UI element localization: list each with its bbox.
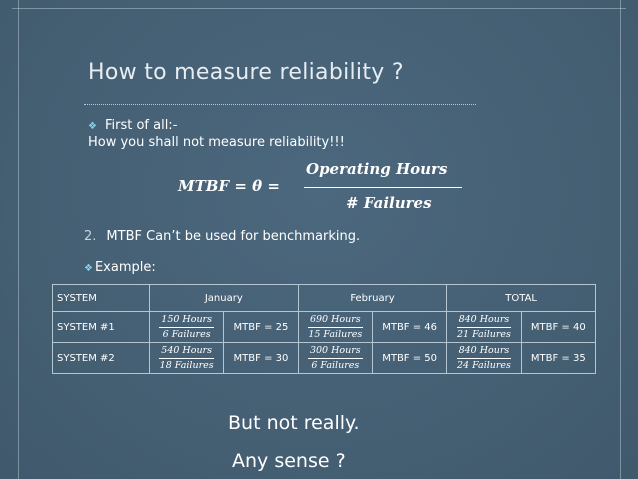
- fraction-cell: 690 Hours 15 Failures: [297, 311, 373, 343]
- header-total: TOTAL: [446, 284, 596, 312]
- formula-denominator: # Failures: [346, 194, 432, 212]
- slide-frame-right: [620, 0, 621, 479]
- table-header-row: SYSTEM January February TOTAL: [52, 284, 596, 312]
- fraction-den: 21 Failures: [456, 328, 511, 340]
- bullet-first: ❖ First of all:-: [88, 118, 177, 133]
- mtbf-value: MTBF = 35: [520, 342, 597, 374]
- table-row: SYSTEM #2 540 Hours 18 Failures MTBF = 30…: [52, 342, 597, 374]
- diamond-bullet-icon: ❖: [88, 121, 97, 132]
- mtbf-value: MTBF = 30: [223, 342, 299, 374]
- point-2-text: MTBF Can’t be used for benchmarking.: [106, 229, 361, 244]
- not-measure-line: How you shall not measure reliability!!!: [88, 135, 345, 150]
- fraction-num: 150 Hours: [159, 314, 214, 328]
- mtbf-value: MTBF = 50: [371, 342, 448, 374]
- fraction-den: 18 Failures: [159, 359, 214, 371]
- example-label: Example:: [94, 260, 156, 275]
- title-divider: [84, 104, 476, 105]
- formula-lhs: MTBF = θ =: [178, 177, 280, 195]
- fraction-num: 840 Hours: [456, 345, 512, 359]
- fraction-num: 300 Hours: [307, 345, 363, 359]
- fraction-den: 24 Failures: [456, 359, 511, 371]
- bullet-first-text: First of all:-: [104, 118, 178, 133]
- example-bullet: ❖ Example:: [84, 260, 156, 275]
- fraction-cell: 840 Hours 21 Failures: [446, 311, 522, 343]
- fraction-num: 690 Hours: [307, 314, 363, 328]
- fraction-den: 6 Failures: [311, 359, 360, 371]
- fraction-cell: 300 Hours 6 Failures: [297, 342, 373, 374]
- slide-frame-top: [12, 8, 626, 9]
- fraction-cell: 840 Hours 24 Failures: [446, 342, 522, 374]
- header-system: SYSTEM: [52, 284, 150, 312]
- closing-line-2: Any sense ?: [232, 450, 346, 472]
- mtbf-value: MTBF = 40: [520, 311, 597, 343]
- formula-numerator: Operating Hours: [306, 160, 448, 178]
- mtbf-table: SYSTEM January February TOTAL SYSTEM #1 …: [52, 284, 597, 374]
- point-2-number: 2.: [84, 229, 97, 244]
- slide-title: How to measure reliability ?: [88, 60, 404, 85]
- fraction-num: 540 Hours: [159, 345, 214, 359]
- formula-fraction-bar: [304, 187, 462, 188]
- slide-frame-left: [18, 0, 19, 479]
- closing-line-1: But not really.: [228, 412, 360, 434]
- fraction-cell: 150 Hours 6 Failures: [148, 311, 225, 343]
- mtbf-value: MTBF = 46: [371, 311, 448, 343]
- fraction-num: 840 Hours: [456, 314, 512, 328]
- fraction-den: 15 Failures: [308, 328, 363, 340]
- mtbf-value: MTBF = 25: [223, 311, 299, 343]
- point-2: 2. MTBF Can’t be used for benchmarking.: [84, 229, 360, 244]
- row-system: SYSTEM #1: [52, 311, 150, 343]
- row-system: SYSTEM #2: [52, 342, 150, 374]
- diamond-bullet-icon: ❖: [84, 263, 93, 274]
- fraction-den: 6 Failures: [162, 328, 211, 340]
- fraction-cell: 540 Hours 18 Failures: [148, 342, 225, 374]
- table-row: SYSTEM #1 150 Hours 6 Failures MTBF = 25 …: [52, 311, 597, 343]
- header-february: February: [297, 284, 448, 312]
- header-january: January: [149, 284, 299, 312]
